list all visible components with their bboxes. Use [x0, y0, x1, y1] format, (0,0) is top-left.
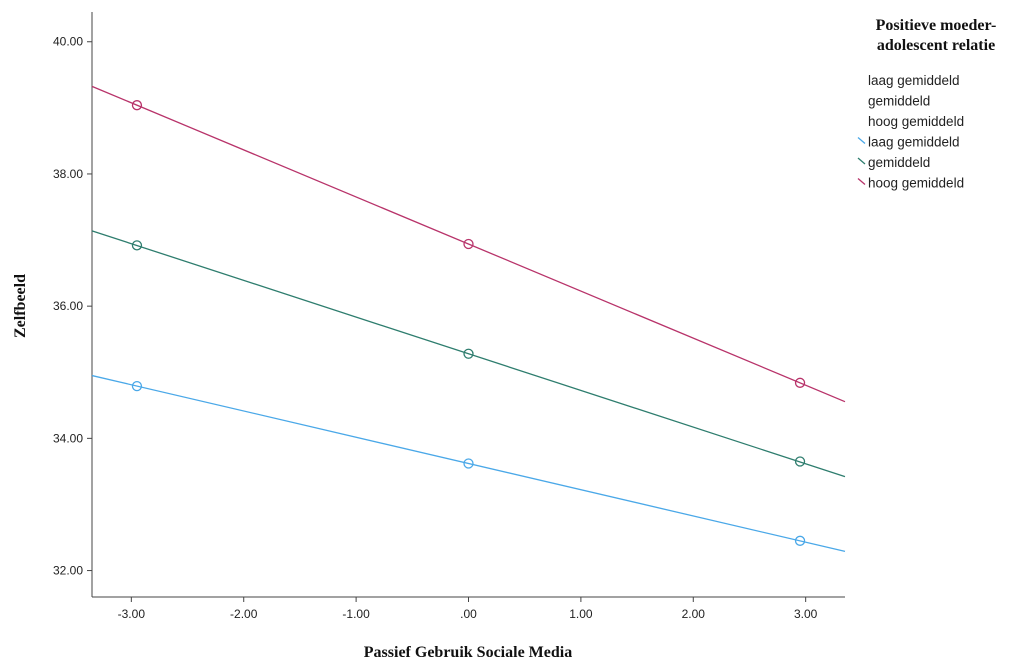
data-point-series-3 — [463, 238, 474, 250]
x-tick-label: 2.00 — [682, 607, 706, 621]
legend-line-swatch — [857, 157, 866, 165]
legend-title-line-1: Positieve moeder- — [876, 17, 997, 34]
data-point-series-1 — [131, 380, 143, 392]
plot-area: 32.00 34.00 36.00 38.00 40.00 -3.00 -2.00 -1.0… — [53, 12, 846, 621]
legend-line-swatch — [857, 178, 866, 185]
y-axis-title: Zelfbeeld — [12, 274, 29, 338]
markers — [131, 100, 806, 546]
data-point-series-2 — [794, 456, 806, 467]
fit-line-series-2 — [91, 230, 846, 478]
legend-line-swatch — [857, 137, 866, 144]
x-ticks: -3.00 -2.00 -1.00 .00 1.00 2.00 3.00 — [118, 597, 818, 621]
legend-title-line-2: adolescent relatie — [877, 37, 995, 54]
data-point-series-2 — [131, 240, 143, 251]
data-point-series-3 — [131, 100, 143, 111]
legend: Positieve moeder- adolescent relatie laa… — [857, 17, 997, 191]
legend-marker-label: hoog gemiddeld — [868, 114, 964, 129]
x-tick-label: -3.00 — [118, 607, 146, 621]
x-tick-label: 3.00 — [794, 607, 818, 621]
y-ticks: 32.00 34.00 36.00 38.00 40.00 — [53, 35, 92, 578]
x-tick-label: 1.00 — [569, 607, 593, 621]
y-tick-label: 34.00 — [53, 431, 83, 445]
legend-marker-label: gemiddeld — [868, 94, 930, 109]
legend-line-label: laag gemiddeld — [868, 135, 960, 150]
legend-line-label: hoog gemiddeld — [868, 176, 964, 191]
data-point-series-3 — [794, 377, 806, 388]
y-tick-label: 38.00 — [53, 167, 83, 181]
legend-entries: laag gemiddeld gemiddeld hoog gemiddeld laa… — [857, 73, 964, 191]
x-axis-title: Passief Gebruik Sociale Media — [364, 644, 572, 661]
x-tick-label: .00 — [460, 607, 477, 621]
x-tick-label: -2.00 — [230, 607, 258, 621]
data-point-series-1 — [463, 458, 474, 469]
y-tick-label: 40.00 — [53, 35, 83, 49]
x-tick-label: -1.00 — [342, 607, 370, 621]
y-tick-label: 36.00 — [53, 299, 83, 313]
data-point-series-2 — [463, 348, 474, 359]
data-point-series-1 — [794, 535, 806, 546]
legend-marker-label: laag gemiddeld — [868, 73, 960, 88]
legend-line-label: gemiddeld — [868, 155, 930, 170]
y-tick-label: 32.00 — [53, 564, 83, 578]
fit-line-series-3 — [91, 85, 846, 403]
fit-line-series-1 — [91, 374, 846, 553]
fit-lines — [91, 85, 846, 553]
